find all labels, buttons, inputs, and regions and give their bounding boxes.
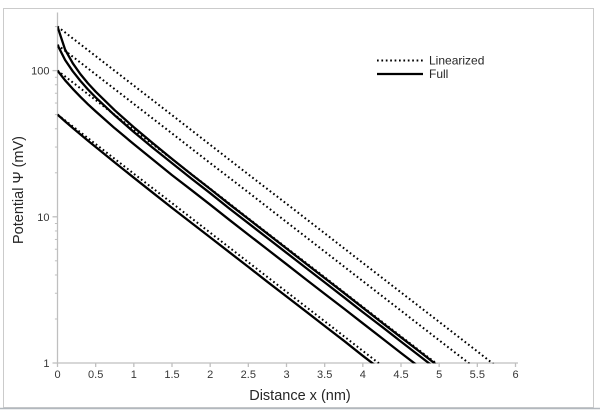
- x-tick-label: 5: [436, 369, 442, 381]
- chart-frame: [0, 8, 600, 410]
- legend-label-linearized: Linearized: [429, 54, 484, 68]
- series-full-100-mv: [57, 69, 417, 364]
- legend: Linearized Full: [377, 54, 484, 81]
- x-tick-label: 3: [283, 369, 289, 381]
- y-tick-label: 1: [43, 358, 49, 370]
- x-tick-label: 0: [54, 369, 60, 381]
- legend-label-full: Full: [429, 67, 448, 81]
- series-full-150-mv: [57, 44, 432, 364]
- plot-series: [57, 25, 495, 364]
- y-tick-label: 10: [37, 212, 49, 224]
- y-tick-label: 100: [31, 66, 49, 78]
- x-tick-label: 4: [360, 369, 366, 381]
- figure-border: [3, 8, 594, 408]
- x-tick-label: 1.5: [164, 369, 179, 381]
- x-tick-label: 6: [512, 369, 518, 381]
- x-tick-label: 0.5: [88, 369, 103, 381]
- series-linearized-50-mv: [57, 113, 381, 364]
- y-axis-title: Potential Ψ (mV): [11, 136, 27, 244]
- x-tick-label: 5.5: [470, 369, 485, 381]
- series-full-50-mv: [57, 113, 375, 364]
- x-tick-label: 4.5: [393, 369, 408, 381]
- x-axis-title: Distance x (nm): [249, 388, 351, 404]
- series-full-200-mv: [57, 26, 437, 364]
- x-tick-label: 1: [131, 369, 137, 381]
- x-tick-label: 3.5: [317, 369, 332, 381]
- x-tick-label: 2.5: [241, 369, 256, 381]
- series-linearized-150-mv: [57, 44, 471, 364]
- x-tick-label: 2: [207, 369, 213, 381]
